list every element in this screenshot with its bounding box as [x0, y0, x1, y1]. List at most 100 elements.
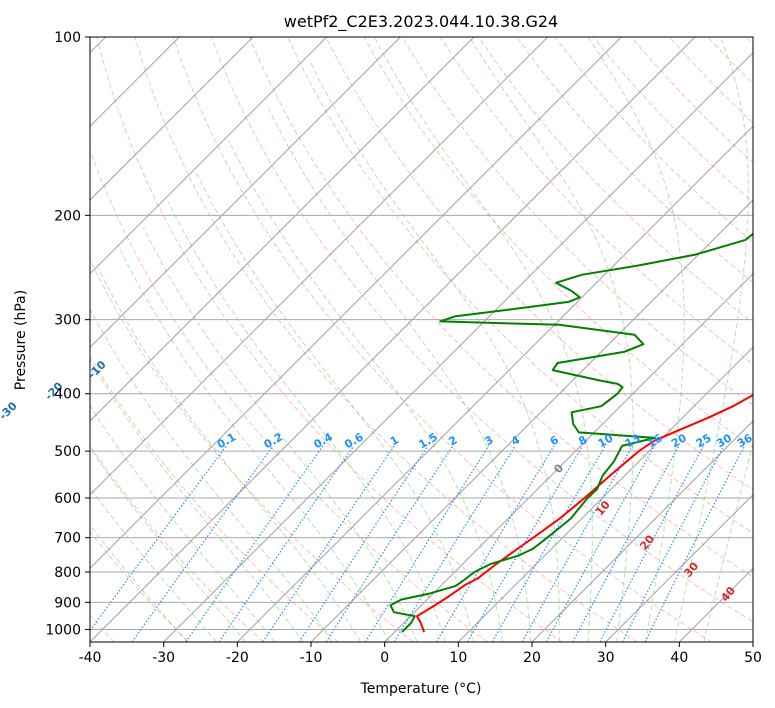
- axis-ticks: -40 -30 -20 -10 0 10 20 30 40 50 1000 900 800 700 600 5…: [45, 30, 762, 666]
- moist-adiabat-line: [469, 37, 634, 642]
- mixing-ratio-line: [185, 445, 324, 642]
- isotherm-line: [90, 37, 328, 275]
- x-axis-title: Temperature (°C): [360, 681, 482, 697]
- x-tick-label: 20: [523, 650, 541, 666]
- mixing-ratio-line: [218, 445, 355, 642]
- moist-adiabat-label: 20: [637, 532, 657, 552]
- mixing-ratio-line: [90, 445, 227, 632]
- mixing-ratio-line: [644, 445, 746, 642]
- mixing-ratio-line: [298, 445, 429, 642]
- dry-adiabat-line: [90, 355, 339, 642]
- moist-adiabat-line: [90, 308, 333, 642]
- mixing-ratio-line: [325, 445, 454, 642]
- x-tick-label: 10: [449, 650, 467, 666]
- moist-adiabat-line: [97, 267, 362, 642]
- moist-adiabat-line: [117, 245, 390, 642]
- dry-adiabat-line: [90, 531, 190, 642]
- mixing-ratio-label: 0.6: [342, 430, 366, 451]
- moist-adiabat-line: [374, 37, 593, 642]
- x-tick-label: 30: [597, 650, 615, 666]
- y-tick-label: 900: [54, 595, 81, 611]
- y-tick-label: 500: [54, 444, 81, 460]
- y-tick-label: 600: [54, 491, 81, 507]
- x-tick-label: 40: [670, 650, 688, 666]
- dry-adiabat-label: -30: [0, 399, 20, 422]
- mixing-ratio-line: [364, 445, 490, 642]
- y-tick-label: 400: [54, 387, 81, 403]
- moist-adiabat-line: [90, 358, 304, 642]
- isotherm-line: [90, 37, 475, 422]
- isotherm-line: [90, 37, 696, 642]
- mixing-ratio-line: [491, 445, 606, 642]
- dry-adiabat-line: [439, 37, 753, 365]
- moist-adiabat-line: [90, 486, 217, 642]
- isotherm-line: [90, 37, 549, 496]
- x-tick-label: -40: [79, 650, 102, 666]
- mixing-ratio-line: [572, 445, 680, 642]
- background-lines: [90, 37, 753, 642]
- dry-adiabat-line: [90, 445, 264, 642]
- y-tick-label: 300: [54, 313, 81, 329]
- dry-adiabat-line: [516, 37, 753, 284]
- isotherm-line: [457, 346, 753, 642]
- mixing-ratio-line: [521, 445, 634, 642]
- dry-adiabat-line: [134, 37, 638, 642]
- dry-adiabat-line: [287, 37, 753, 534]
- dry-adiabat-line: [96, 37, 563, 642]
- dry-adiabat-line: [669, 37, 753, 124]
- isotherm-line: [310, 199, 753, 642]
- mixing-ratio-label: 6: [548, 433, 561, 448]
- dry-adiabat-label: -10: [85, 358, 108, 381]
- mixing-ratio-label: 1.5: [416, 430, 439, 451]
- dry-adiabat-line: [172, 37, 712, 642]
- dry-adiabat-line: [249, 37, 753, 578]
- isotherm-line: [752, 641, 753, 642]
- dry-adiabat-line: [707, 37, 753, 85]
- mixing-ratio-line: [545, 445, 656, 642]
- x-tick-label: -10: [300, 650, 323, 666]
- y-tick-label: 700: [54, 531, 81, 547]
- y-tick-label: 100: [54, 30, 81, 46]
- mixing-ratio-line: [262, 445, 395, 642]
- moist-adiabat-line: [143, 227, 418, 642]
- dry-adiabat-line: [90, 148, 488, 642]
- sounding-profiles: [389, 232, 753, 633]
- moist-adiabat-line: [168, 201, 446, 642]
- isotherm-line: [605, 493, 753, 642]
- moist-adiabat-line: [266, 104, 532, 642]
- isotherm-line: [90, 37, 401, 349]
- mixing-ratio-label: 0.4: [312, 430, 336, 451]
- isotherm-line: [90, 37, 254, 201]
- mixing-ratio-label: 1: [388, 433, 401, 448]
- isotherm-line: [163, 51, 753, 642]
- mixing-ratio-label: 13: [623, 431, 643, 450]
- mixing-ratio-label: 16: [645, 431, 665, 450]
- x-tick-label: -20: [226, 650, 249, 666]
- moist-adiabat-line: [228, 141, 503, 642]
- moist-adiabat-line: [587, 37, 685, 642]
- mixing-ratio-line: [131, 445, 274, 642]
- mixing-ratio-label: 0.1: [215, 430, 238, 451]
- y-tick-label: 1000: [45, 622, 81, 638]
- moist-adiabat-line: [309, 61, 560, 642]
- dry-adiabat-line: [554, 37, 753, 243]
- moist-adiabat-line: [674, 37, 749, 642]
- isotherm-line: [236, 125, 753, 642]
- y-tick-label: 800: [54, 565, 81, 581]
- dry-adiabat-line: [210, 37, 753, 623]
- isotherm-line: [531, 420, 753, 642]
- isotherm-line: [384, 272, 753, 642]
- moist-adiabat-line: [90, 524, 188, 642]
- mixing-ratio-label: 0.2: [262, 430, 285, 451]
- dry-adiabat-line: [363, 37, 753, 448]
- moist-adiabat-line: [90, 447, 247, 642]
- mixing-ratio-label: 2: [446, 433, 459, 448]
- moist-adiabat-line: [703, 441, 753, 642]
- mixing-ratio-label: 3: [482, 433, 495, 448]
- y-axis-title: Pressure (hPa): [13, 290, 29, 390]
- dewpoint-profile: [389, 232, 753, 633]
- chart-title: wetPf2_C2E3.2023.044.10.38.G24: [284, 12, 558, 32]
- mixing-ratio-line: [435, 445, 555, 642]
- dry-adiabat-line: [325, 37, 753, 491]
